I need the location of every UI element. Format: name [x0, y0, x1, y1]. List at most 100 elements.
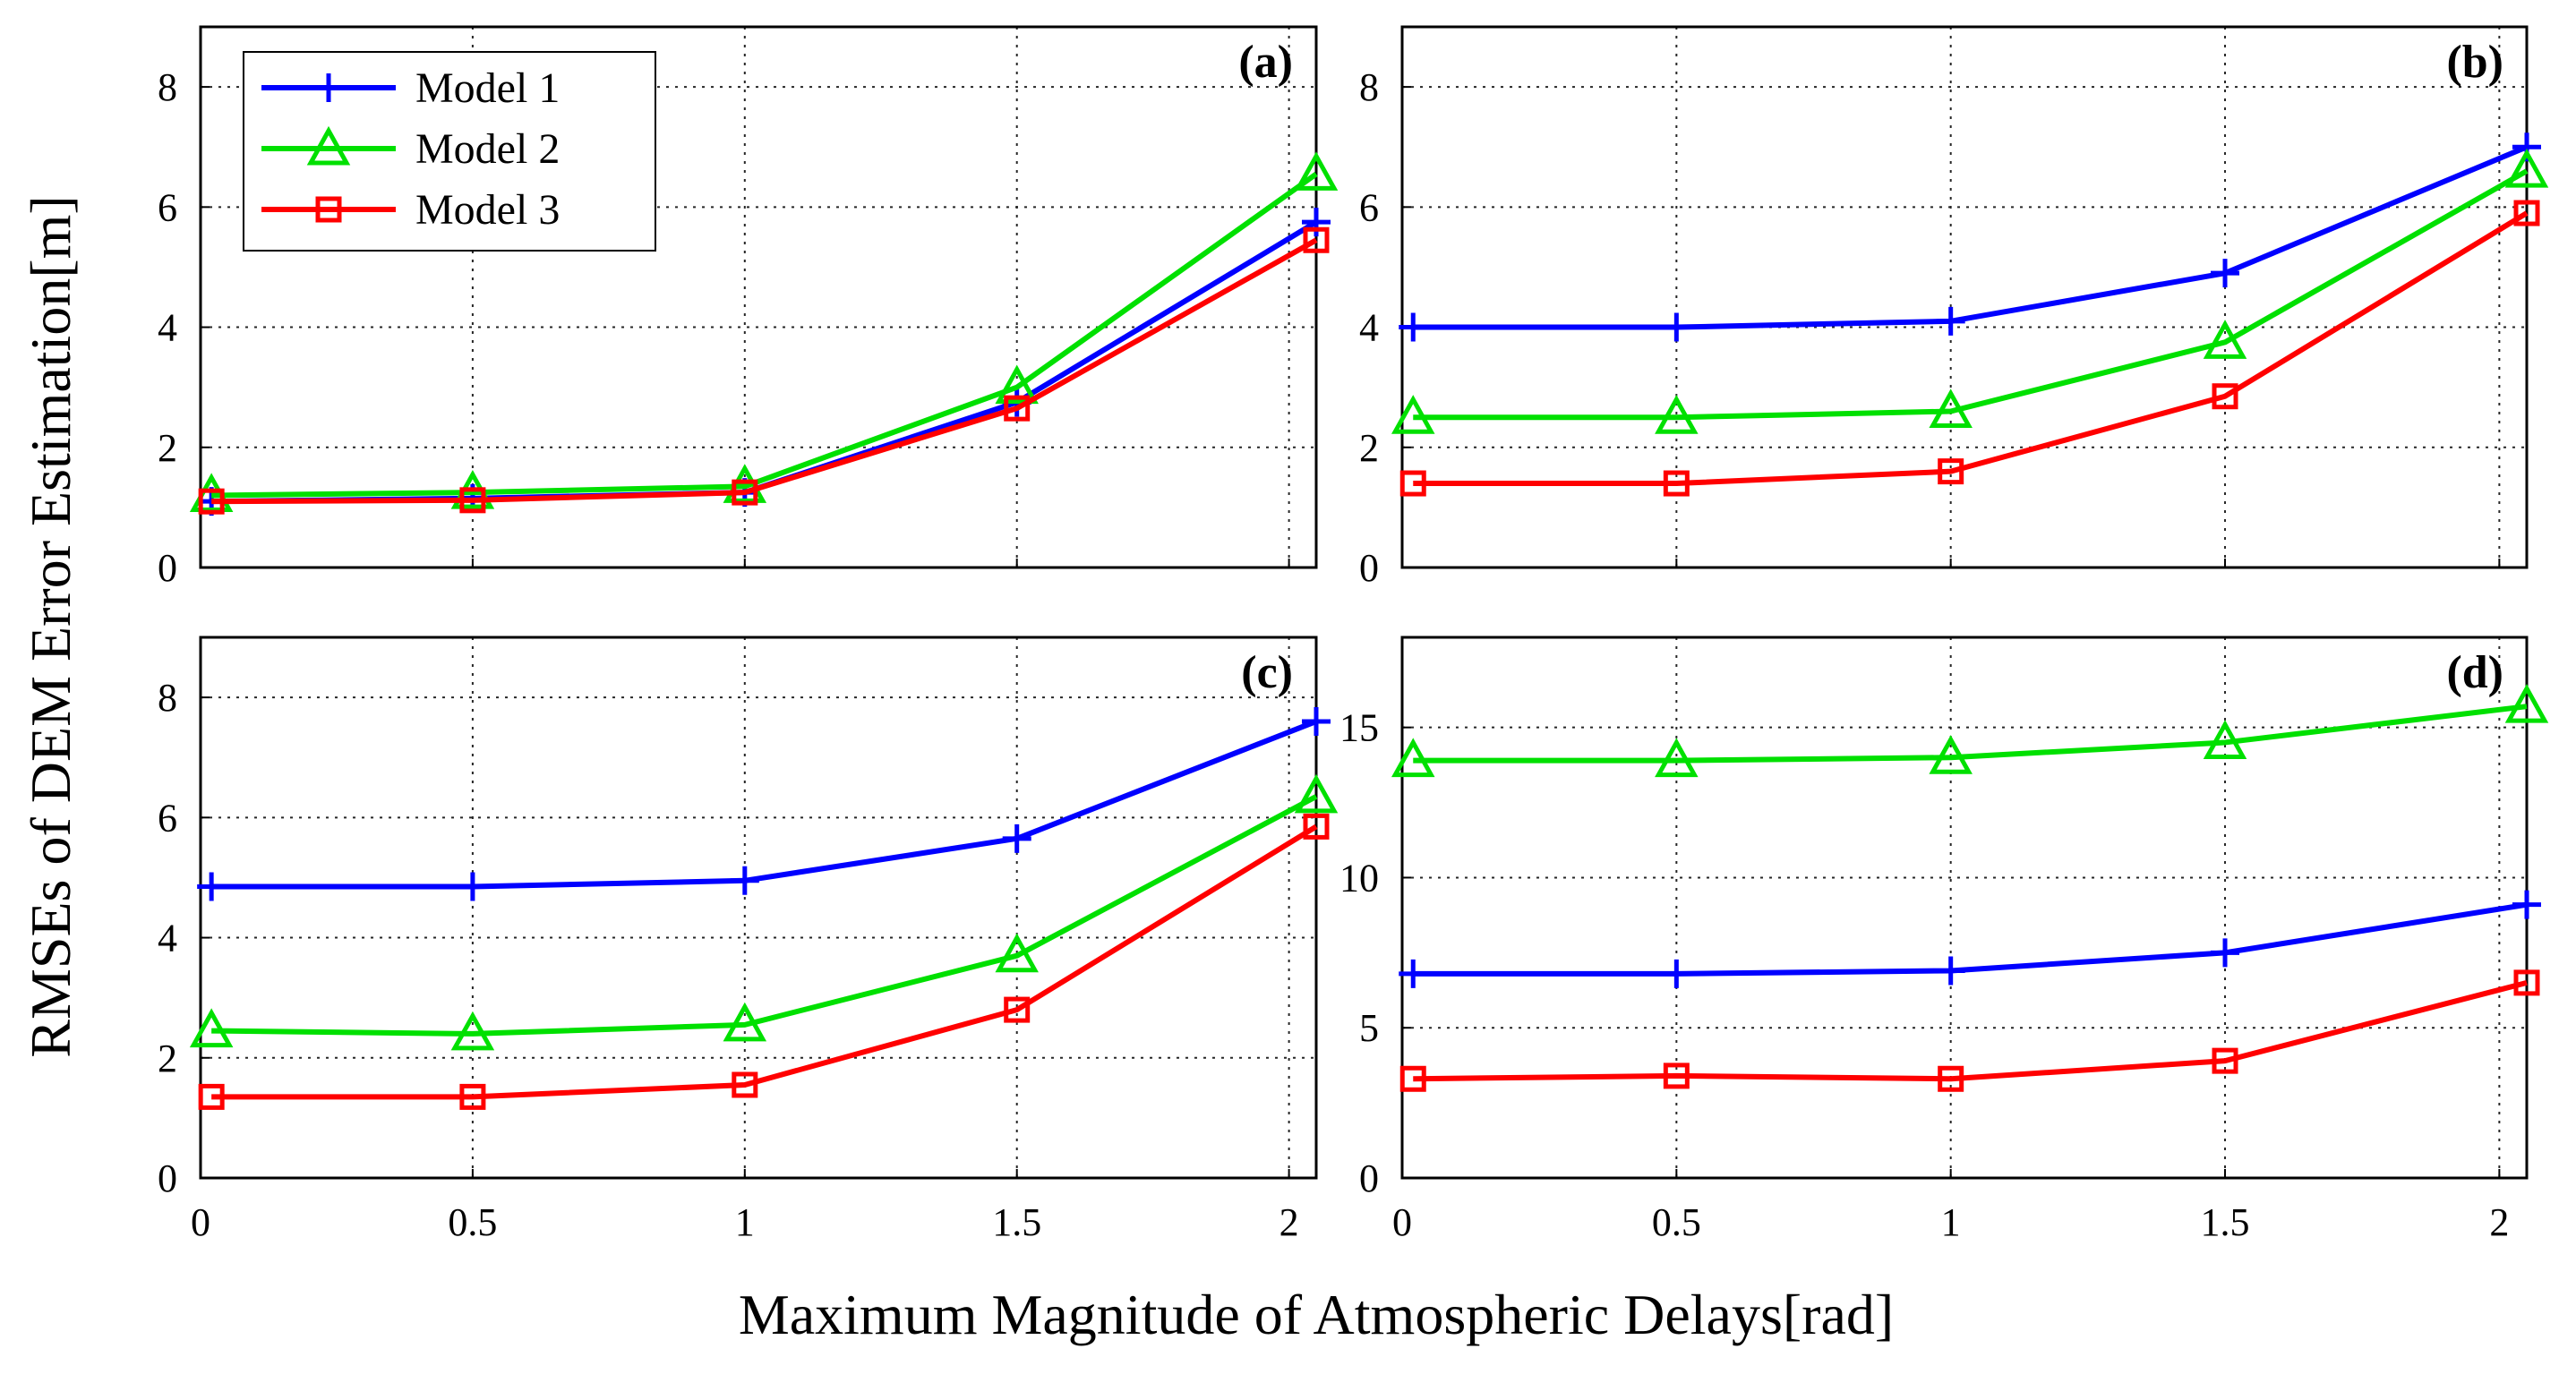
data-point	[189, 1008, 234, 1048]
x-tick-label: 0.5	[448, 1200, 497, 1244]
y-tick-label: 6	[1359, 185, 1379, 229]
y-tick-label: 4	[158, 917, 177, 960]
legend-label: Model 1	[415, 64, 560, 112]
y-tick-label: 5	[1359, 1006, 1379, 1050]
data-point	[459, 487, 486, 514]
data-point	[1929, 388, 1973, 429]
x-tick-label: 0	[1392, 1200, 1412, 1244]
data-point	[198, 1083, 225, 1110]
y-tick-label: 0	[1359, 546, 1379, 590]
panels-layer: 0 2 4 6 8 (a) 0 2 4 6 8 (b) 0 0.5 1 1.5 2 0 2 4 6 8 (c) 0 0.5 1 1.…	[158, 25, 2549, 1244]
y-tick-label: 2	[158, 426, 177, 470]
data-point	[459, 1083, 486, 1110]
data-point	[2513, 969, 2540, 996]
data-point	[730, 866, 759, 895]
series-line	[211, 171, 1318, 499]
data-point	[2203, 320, 2247, 359]
data-point	[1936, 956, 1965, 986]
data-point	[1399, 959, 1428, 988]
y-tick-label: 0	[158, 546, 177, 590]
panel-c: 0 0.5 1 1.5 2 0 2 4 6 8 (c)	[158, 636, 1339, 1244]
data-point	[2504, 148, 2549, 188]
series-line	[1413, 901, 2528, 977]
series-model-3	[1399, 200, 2540, 497]
data-point	[1936, 306, 1965, 336]
series-line	[211, 219, 1318, 505]
legend-swatch-marker	[314, 73, 343, 102]
series-line	[1413, 704, 2528, 764]
x-tick-label: 0.5	[1652, 1200, 1701, 1244]
series-model-3	[198, 813, 1330, 1110]
data-point	[2212, 383, 2238, 410]
data-point	[723, 1002, 767, 1042]
panel-label: (a)	[1238, 37, 1293, 88]
series-line	[1413, 210, 2529, 487]
data-point	[1391, 395, 1435, 434]
data-point	[1663, 1063, 1690, 1089]
data-point	[732, 479, 758, 506]
series-line	[1413, 168, 2529, 421]
axes-frame	[1400, 636, 2529, 1180]
series-model-2	[189, 773, 1339, 1051]
data-point	[1399, 470, 1426, 497]
data-point	[2512, 890, 2541, 919]
data-point	[198, 488, 225, 515]
series-line	[1413, 144, 2529, 330]
series-model-1	[197, 208, 1331, 516]
y-tick-label: 0	[1359, 1156, 1379, 1200]
y-tick-label: 0	[158, 1156, 177, 1200]
panel-b: 0 2 4 6 8 (b)	[1359, 25, 2549, 590]
series-model-1	[197, 706, 1331, 901]
data-point	[1399, 312, 1428, 342]
data-point	[1294, 773, 1339, 814]
panel-label: (c)	[1241, 647, 1293, 698]
panel-a: 0 2 4 6 8 (a)	[158, 25, 1339, 590]
legend-swatch-marker	[306, 125, 351, 166]
data-point	[2212, 1047, 2238, 1074]
panel-label: (b)	[2446, 37, 2503, 88]
data-point	[1938, 458, 1964, 485]
series-line	[211, 794, 1318, 1037]
axes-frame	[199, 636, 1318, 1180]
series-model-1	[1399, 132, 2541, 342]
x-tick-label: 1	[1941, 1200, 1961, 1244]
y-tick-label: 4	[158, 306, 177, 350]
data-point	[1662, 959, 1691, 988]
data-point	[2211, 938, 2240, 968]
data-point	[995, 933, 1039, 973]
data-point	[458, 872, 487, 901]
data-point	[2504, 684, 2549, 723]
axes-frame	[1400, 25, 2529, 569]
series-line	[211, 824, 1318, 1100]
series-model-3	[1399, 969, 2540, 1092]
data-point	[1303, 226, 1330, 253]
data-point	[732, 1071, 758, 1098]
data-point	[1294, 151, 1339, 191]
data-point	[1655, 395, 1699, 434]
data-point	[197, 872, 227, 901]
data-point	[1938, 1065, 1964, 1092]
x-tick-label: 1.5	[992, 1200, 1041, 1244]
legend-item: Model 3	[261, 186, 560, 234]
data-point	[2211, 259, 2240, 288]
legend-item: Model 1	[261, 64, 560, 112]
panel-d: 0 0.5 1 1.5 2 0 5 10 15 (d)	[1339, 636, 2549, 1244]
series-line	[211, 719, 1318, 890]
y-tick-label: 2	[1359, 426, 1379, 470]
x-tick-label: 2	[2489, 1200, 2509, 1244]
panel-label: (d)	[2446, 647, 2503, 698]
data-point	[1004, 395, 1031, 422]
legend-label: Model 2	[415, 125, 560, 173]
data-point	[2203, 720, 2247, 759]
data-point	[1399, 1065, 1426, 1092]
legend-swatch-marker	[315, 196, 342, 223]
data-point	[1929, 735, 1973, 774]
series-model-1	[1399, 890, 2541, 988]
y-tick-label: 15	[1339, 706, 1379, 750]
y-tick-label: 2	[158, 1037, 177, 1080]
axes-frame	[199, 25, 1318, 569]
data-point	[1303, 813, 1330, 840]
x-tick-label: 2	[1279, 1200, 1299, 1244]
data-point	[1655, 738, 1699, 778]
